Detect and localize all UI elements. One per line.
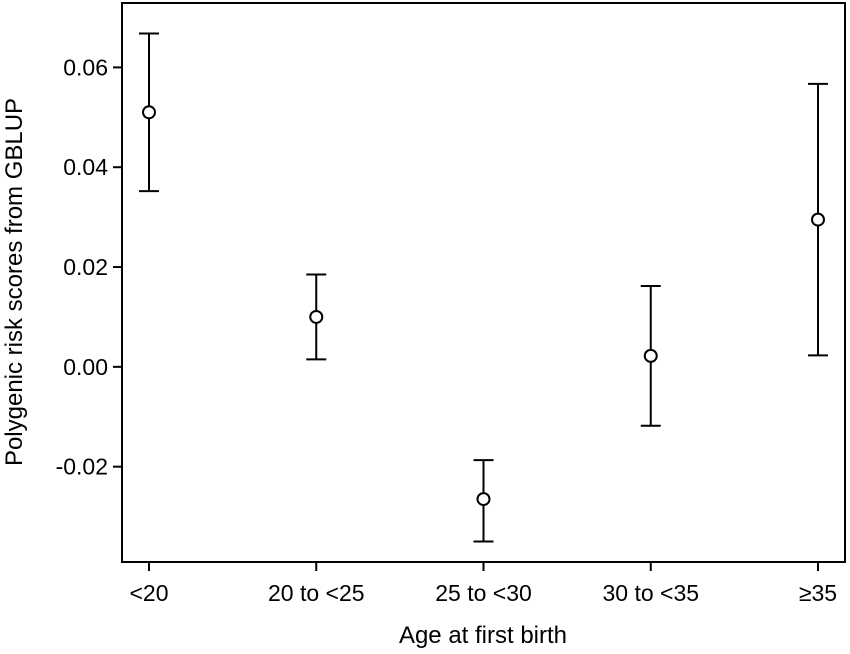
- x-axis: <20 20 to <25 25 to <30 30 to <35 ≥35: [129, 562, 837, 606]
- data-marks: [139, 32, 828, 543]
- x-tick-label: <20: [129, 580, 168, 606]
- x-tick-label: ≥35: [799, 580, 837, 606]
- x-tick-label: 25 to <30: [435, 580, 532, 606]
- x-tick-label: 30 to <35: [602, 580, 699, 606]
- data-point: [309, 309, 324, 324]
- x-axis-label: Age at first birth: [399, 622, 567, 649]
- error-bar-group: [139, 32, 159, 193]
- error-bar-group: [808, 82, 828, 357]
- data-point: [643, 348, 658, 363]
- error-bar-group: [306, 273, 327, 361]
- y-tick-label: 0.00: [63, 354, 108, 380]
- y-tick-label: 0.02: [63, 254, 108, 280]
- error-bar-group: [640, 284, 661, 427]
- y-tick-label: 0.04: [63, 154, 108, 180]
- y-tick-label: -0.02: [56, 454, 108, 480]
- data-point: [811, 212, 825, 227]
- data-point: [476, 492, 491, 507]
- data-point: [142, 105, 156, 120]
- error-bar-group: [473, 459, 494, 543]
- y-tick-label: 0.06: [63, 54, 108, 80]
- y-axis: -0.02 0.00 0.02 0.04 0.06: [56, 54, 122, 480]
- x-tick-label: 20 to <25: [268, 580, 365, 606]
- y-axis-label: Polygenic risk scores from GBLUP: [1, 98, 28, 466]
